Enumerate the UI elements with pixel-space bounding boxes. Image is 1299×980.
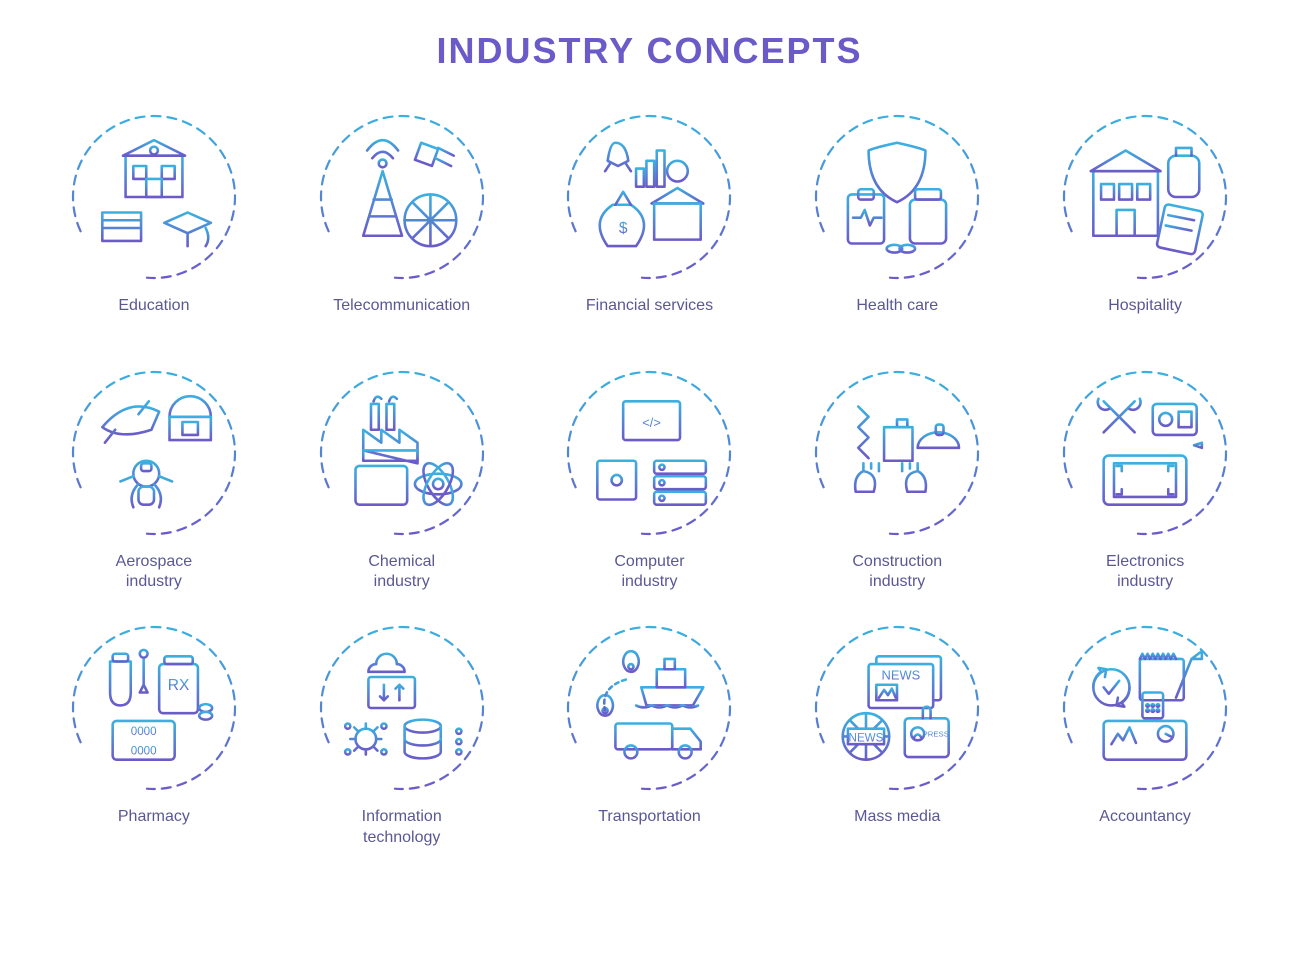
concept-label: Construction industry bbox=[852, 552, 942, 594]
accountancy-icon bbox=[1060, 623, 1230, 793]
concept-label: Pharmacy bbox=[118, 807, 190, 828]
aerospace-icon bbox=[69, 368, 239, 538]
concept-aerospace: Aerospace industry bbox=[50, 368, 258, 594]
media-icon bbox=[812, 623, 982, 793]
concept-construction: Construction industry bbox=[793, 368, 1001, 594]
concept-label: Education bbox=[118, 296, 189, 317]
education-icon bbox=[69, 112, 239, 282]
concept-label: Mass media bbox=[854, 807, 940, 828]
concept-chemical: Chemical industry bbox=[298, 368, 506, 594]
healthcare-icon bbox=[812, 112, 982, 282]
concept-accountancy: Accountancy bbox=[1041, 623, 1249, 849]
concept-label: Telecommunication bbox=[333, 296, 470, 317]
chemical-icon bbox=[317, 368, 487, 538]
pharmacy-icon bbox=[69, 623, 239, 793]
concept-it: Information technology bbox=[298, 623, 506, 849]
hospitality-icon bbox=[1060, 112, 1230, 282]
concept-label: Computer industry bbox=[614, 552, 684, 594]
telecom-icon bbox=[317, 112, 487, 282]
concept-health-care: Health care bbox=[793, 112, 1001, 338]
electronics-icon bbox=[1060, 368, 1230, 538]
it-icon bbox=[317, 623, 487, 793]
concept-label: Health care bbox=[856, 296, 938, 317]
concept-electronics: Electronics industry bbox=[1041, 368, 1249, 594]
concept-financial-services: Financial services bbox=[546, 112, 754, 338]
computer-icon bbox=[564, 368, 734, 538]
finance-icon bbox=[564, 112, 734, 282]
concept-label: Accountancy bbox=[1099, 807, 1191, 828]
concept-label: Transportation bbox=[598, 807, 701, 828]
concept-label: Hospitality bbox=[1108, 296, 1182, 317]
concept-mass-media: Mass media bbox=[793, 623, 1001, 849]
concept-education: Education bbox=[50, 112, 258, 338]
concept-label: Information technology bbox=[362, 807, 442, 849]
transport-icon bbox=[564, 623, 734, 793]
concept-telecommunication: Telecommunication bbox=[298, 112, 506, 338]
concept-label: Aerospace industry bbox=[116, 552, 193, 594]
icon-grid: Education Telecommunication Financial serv… bbox=[50, 112, 1249, 849]
concept-hospitality: Hospitality bbox=[1041, 112, 1249, 338]
concept-label: Electronics industry bbox=[1106, 552, 1184, 594]
concept-transportation: Transportation bbox=[546, 623, 754, 849]
construction-icon bbox=[812, 368, 982, 538]
concept-computer: Computer industry bbox=[546, 368, 754, 594]
concept-pharmacy: Pharmacy bbox=[50, 623, 258, 849]
page-title: INDUSTRY CONCEPTS bbox=[50, 30, 1249, 72]
concept-label: Financial services bbox=[586, 296, 713, 317]
concept-label: Chemical industry bbox=[368, 552, 435, 594]
